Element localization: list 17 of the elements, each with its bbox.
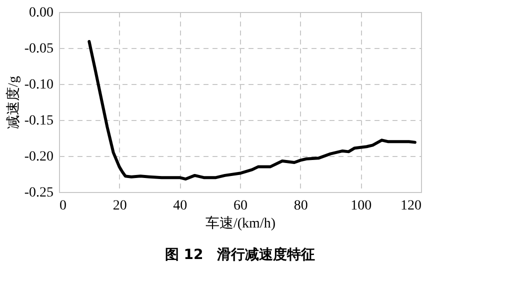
x-tick-label: 60: [234, 198, 248, 214]
x-tick-label: 100: [350, 198, 372, 214]
x-axis-title: 车速/(km/h): [206, 216, 276, 232]
x-tick-label: 120: [400, 198, 422, 214]
y-tick-label: 0.00: [29, 6, 54, 20]
y-tick-label: -0.15: [24, 114, 54, 128]
y-axis-title: 减速度/g: [5, 76, 22, 129]
x-tick-label: 40: [173, 198, 188, 214]
y-tick-label: -0.10: [24, 78, 54, 92]
line-series: [88, 40, 416, 181]
x-tick-label: 20: [112, 198, 127, 214]
y-tick-label: -0.25: [24, 186, 54, 200]
text: 图 12 滑行减速度特征: [164, 246, 316, 263]
y-tick-label: -0.05: [24, 42, 54, 56]
x-tick-label: 0: [60, 198, 66, 214]
y-tick-label: -0.20: [24, 150, 54, 164]
x-tick-label: 80: [294, 198, 308, 214]
